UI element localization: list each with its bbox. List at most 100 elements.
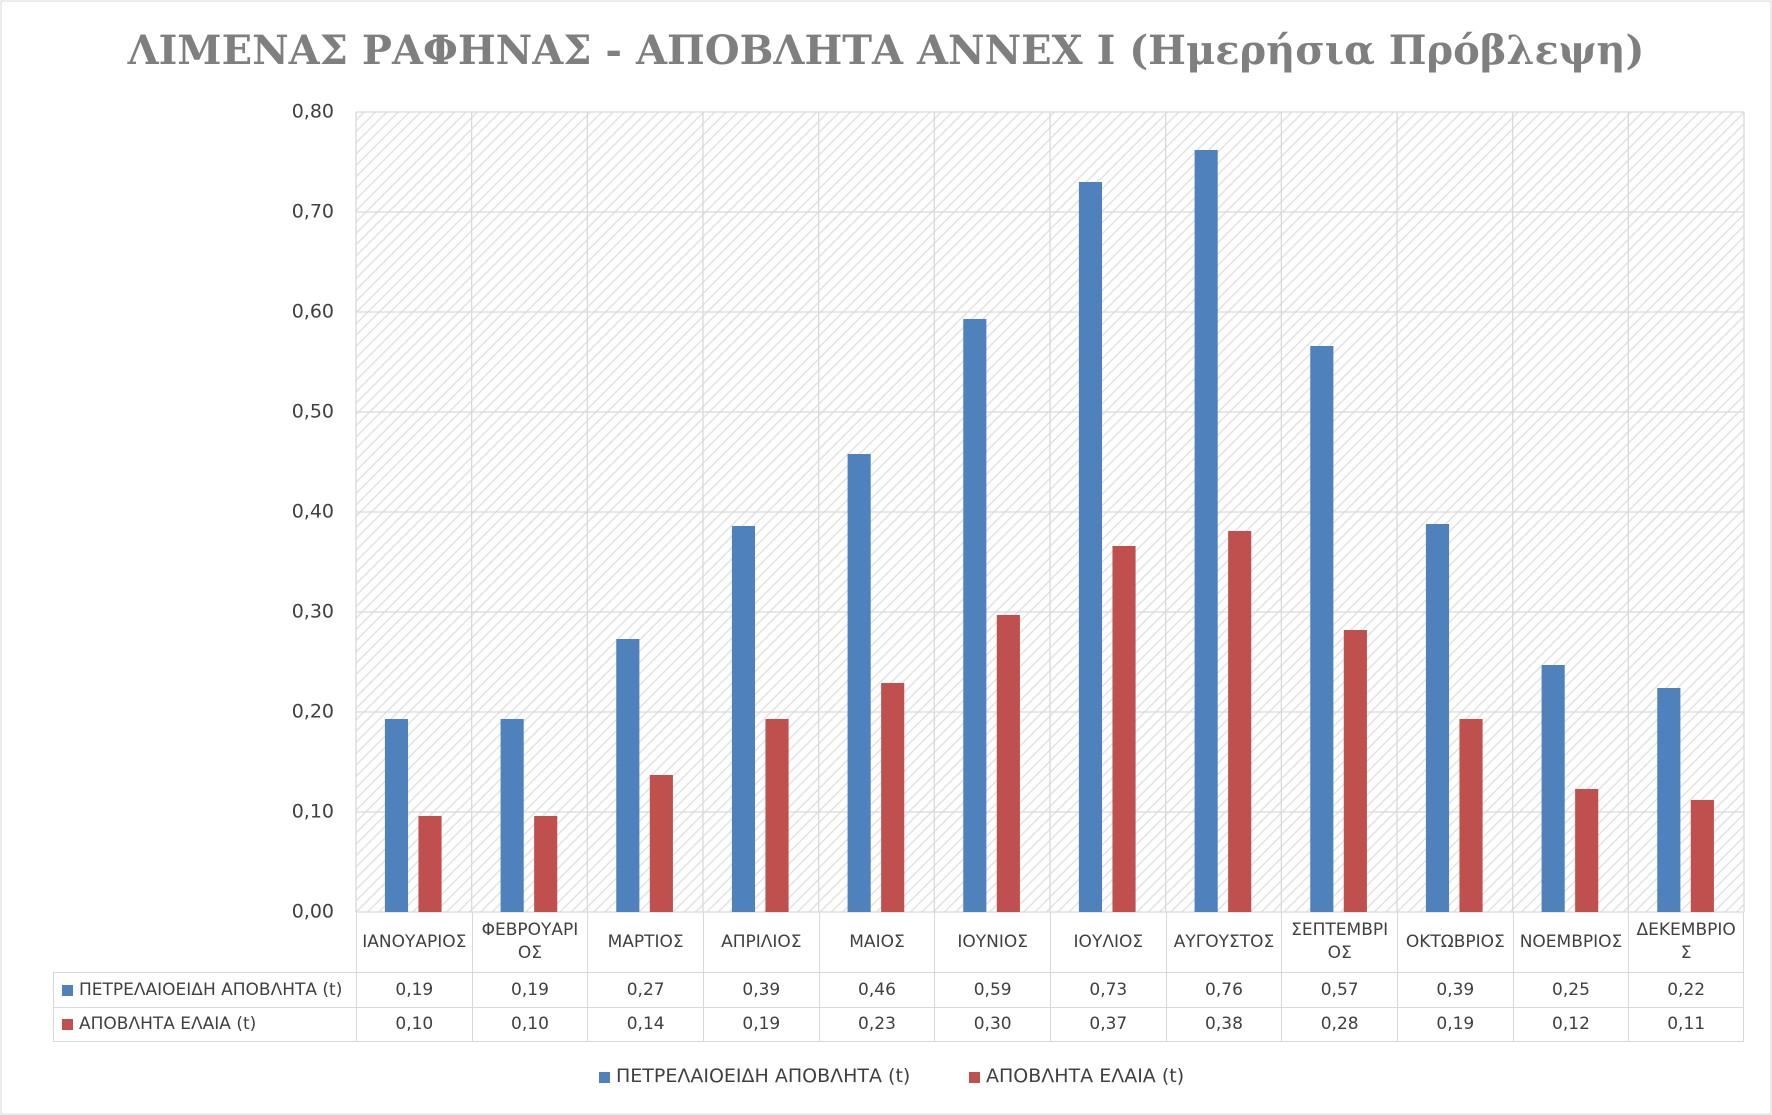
y-tick-label: 0,70 [292, 201, 334, 223]
bar [881, 683, 905, 912]
bar [1228, 531, 1252, 912]
bar [1575, 789, 1599, 912]
label: ΑΠΟΒΛΗΤΑ ΕΛΑΙΑ (t) [986, 1065, 1185, 1088]
label: ΣΕΠΤΕΜΒΡΙΟΣ [1291, 920, 1389, 963]
y-tick-label: 0,00 [292, 901, 334, 923]
bar [963, 319, 987, 912]
x-tick-label: ΟΚΤΩΒΡΙΟΣ [1397, 912, 1513, 972]
label: 0,30 [973, 1014, 1012, 1035]
label: 0,12 [1552, 1014, 1590, 1035]
label: 0,19 [395, 979, 434, 1000]
table-value: 0,10 [471, 1007, 588, 1042]
x-tick-label: ΑΠΡΙΛΙΟΣ [703, 912, 819, 972]
bar [616, 639, 640, 912]
chart-title: ΛΙΜΕΝΑΣ ΡΑΦΗΝΑΣ - ΑΠΟΒΛΗΤΑ ANNEX I (Ημερ… [127, 27, 1645, 74]
x-tick-label: ΙΟΥΝΙΟΣ [934, 912, 1050, 972]
x-tick-label: ΙΑΝΟΥΑΡΙΟΣ [356, 912, 472, 972]
bar [1425, 524, 1450, 912]
table-value: 0,12 [1512, 1007, 1629, 1042]
x-tick-label: ΔΕΚΕΜΒΡΙΟΣ [1628, 912, 1744, 972]
legend-key [599, 1071, 610, 1083]
y-tick-label: 0,50 [292, 401, 334, 423]
table-series-name: ΑΠΟΒΛΗΤΑ ΕΛΑΙΑ (t) [53, 1007, 356, 1042]
table-value: 0,11 [1628, 1007, 1744, 1042]
bar [1541, 665, 1565, 912]
legend-key [969, 1071, 980, 1083]
bar [1343, 630, 1367, 912]
table-value: 0,22 [1628, 972, 1744, 1007]
table-value: 0,10 [356, 1007, 472, 1042]
label: 0,23 [858, 1014, 896, 1035]
label: ΔΕΚΕΜΒΡΙΟΣ [1636, 920, 1736, 963]
label: ΦΕΒΡΟΥΑΡΙΟΣ [481, 920, 579, 963]
bar [996, 615, 1020, 912]
table-value: 0,23 [818, 1007, 935, 1042]
table-value: 0,38 [1165, 1007, 1282, 1042]
bar [534, 816, 558, 912]
label: 0,27 [626, 979, 665, 1000]
label: ΑΥΓΟΥΣΤΟΣ [1173, 931, 1275, 952]
label: ΜΑΙΟΣ [849, 931, 905, 952]
x-tick-label: ΙΟΥΛΙΟΣ [1050, 912, 1166, 972]
label: ΑΠΟΒΛΗΤΑ ΕΛΑΙΑ (t) [79, 1014, 257, 1035]
label: 0,39 [1436, 979, 1475, 1000]
x-tick-label: ΝΟΕΜΒΡΙΟΣ [1512, 912, 1629, 972]
label: ΝΟΕΜΒΡΙΟΣ [1519, 931, 1623, 952]
label: ΙΑΝΟΥΑΡΙΟΣ [362, 931, 467, 952]
table-value: 0,19 [1397, 1007, 1513, 1042]
legend-entry: ΠΕΤΡΕΛΑΙΟΕΙΔΗ ΑΠΟΒΛΗΤΑ (t) [596, 1060, 926, 1094]
label: 0,19 [742, 1014, 781, 1035]
table-value: 0,27 [587, 972, 703, 1007]
table-value: 0,76 [1165, 972, 1282, 1007]
label: 0,46 [858, 979, 896, 1000]
table-value: 0,19 [703, 1007, 819, 1042]
y-tick-label: 0,30 [292, 601, 334, 623]
label: 0,76 [1205, 979, 1243, 1000]
label: 0,10 [511, 1014, 549, 1035]
bar [418, 816, 442, 912]
legend-key [62, 984, 73, 996]
x-tick-label: ΦΕΒΡΟΥΑΡΙΟΣ [471, 912, 588, 972]
bar [500, 719, 524, 912]
label: 0,37 [1089, 1014, 1128, 1035]
bar [1194, 150, 1218, 912]
label: ΠΕΤΡΕΛΑΙΟΕΙΔΗ ΑΠΟΒΛΗΤΑ (t) [79, 979, 343, 1000]
x-tick-label: ΜΑΙΟΣ [818, 912, 935, 972]
label: 0,22 [1667, 979, 1706, 1000]
label: 0,39 [742, 979, 781, 1000]
table-series-name: ΠΕΤΡΕΛΑΙΟΕΙΔΗ ΑΠΟΒΛΗΤΑ (t) [53, 972, 356, 1007]
table-value: 0,39 [703, 972, 819, 1007]
x-tick-label: ΜΑΡΤΙΟΣ [587, 912, 703, 972]
label: ΜΑΡΤΙΟΣ [607, 931, 684, 952]
y-tick-label: 0,20 [292, 701, 334, 723]
table-value: 0,28 [1281, 1007, 1397, 1042]
label: ΙΟΥΝΙΟΣ [957, 931, 1028, 952]
table-value: 0,46 [818, 972, 935, 1007]
y-tick-label: 0,10 [292, 801, 334, 823]
table-value: 0,73 [1050, 972, 1166, 1007]
table-value: 0,14 [587, 1007, 703, 1042]
label: 0,59 [973, 979, 1012, 1000]
table-value: 0,39 [1397, 972, 1513, 1007]
y-tick-label: 0,60 [292, 301, 334, 323]
table-value: 0,59 [934, 972, 1050, 1007]
bar [1078, 182, 1103, 912]
table-value: 0,19 [471, 972, 588, 1007]
label: 0,10 [395, 1014, 434, 1035]
label: 0,38 [1205, 1014, 1243, 1035]
label: ΟΚΤΩΒΡΙΟΣ [1405, 931, 1505, 952]
bar [384, 719, 409, 912]
label: 0,57 [1320, 979, 1359, 1000]
bar [1459, 719, 1483, 912]
bar [1690, 800, 1714, 912]
bar [731, 526, 756, 912]
table-value: 0,19 [356, 972, 472, 1007]
bar [1112, 546, 1136, 912]
label: 0,19 [1436, 1014, 1475, 1035]
y-tick-label: 0,80 [292, 101, 334, 123]
label: 0,73 [1089, 979, 1128, 1000]
x-tick-label: ΣΕΠΤΕΜΒΡΙΟΣ [1281, 912, 1397, 972]
